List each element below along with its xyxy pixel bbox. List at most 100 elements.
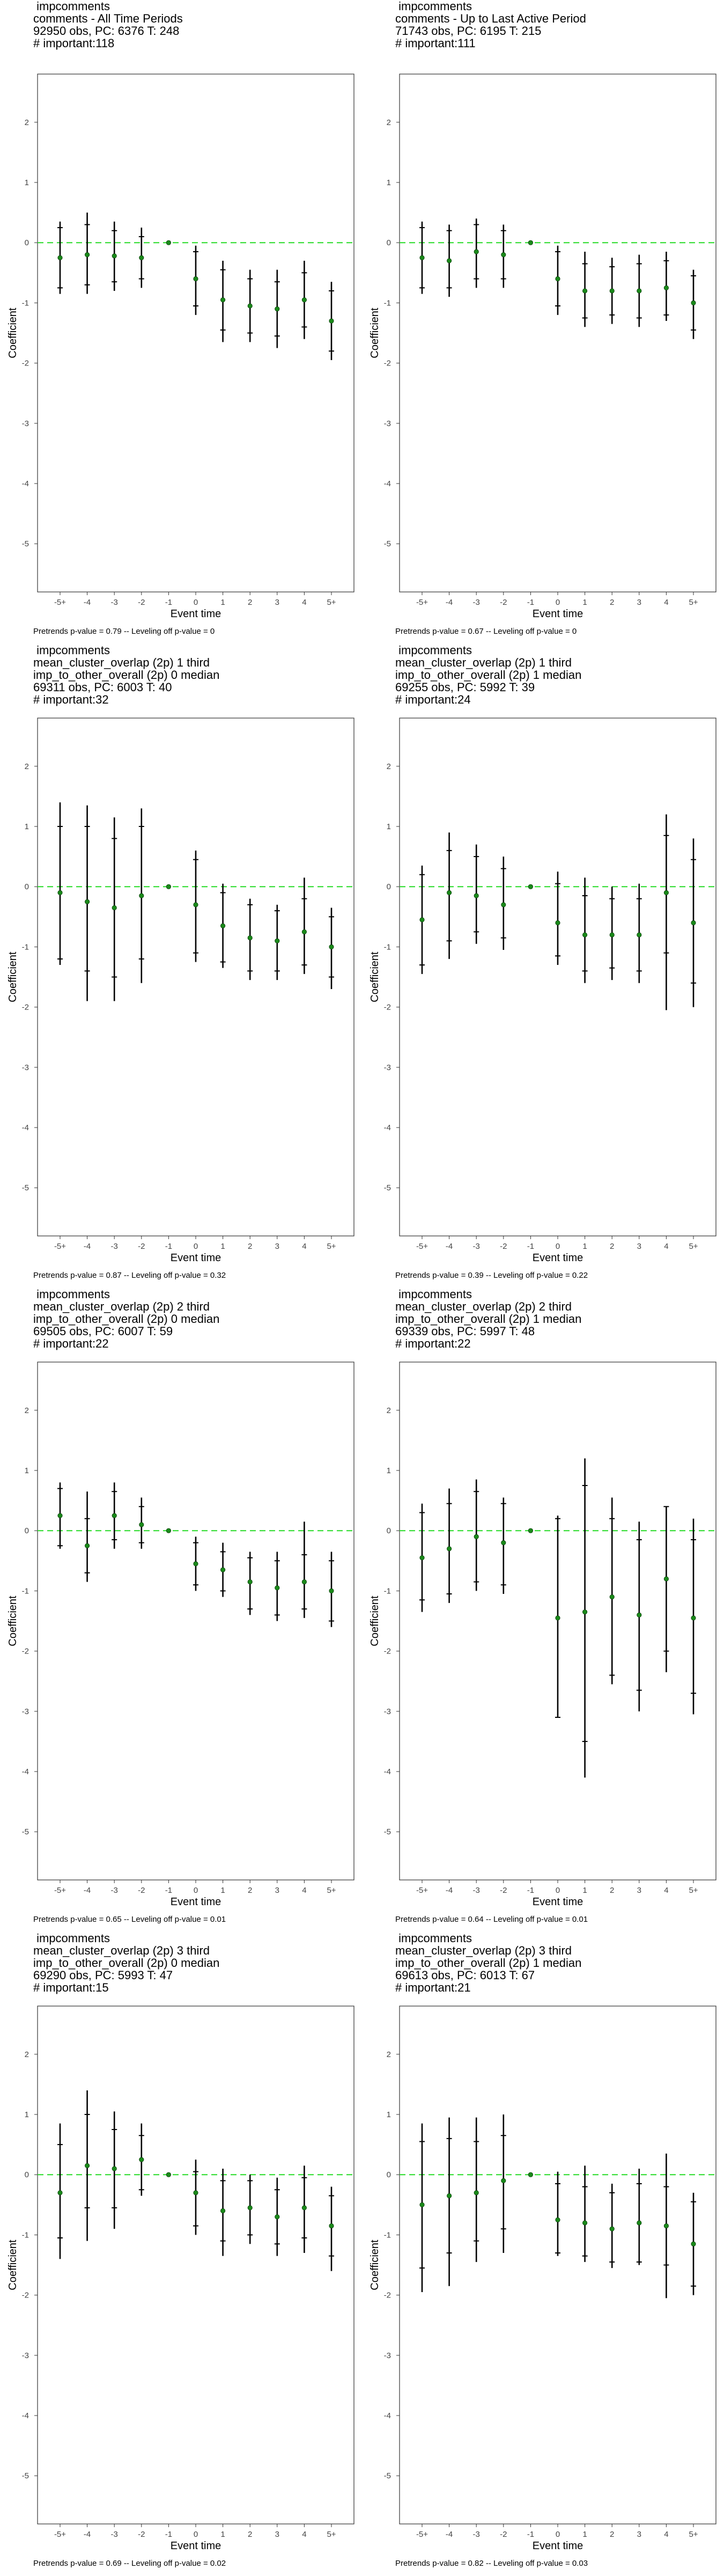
coefficient-point (247, 935, 253, 941)
coefficient-point (447, 2193, 452, 2199)
chart-plot-area: -5 -4 -3 -2 -1 0 1 2 -5+ -4 -3 -2 -1 0 1 2 3 4 5+ Event tim… (369, 718, 716, 1280)
x-tick-label: 5+ (327, 2530, 336, 2539)
x-tick-label: 3 (637, 1886, 641, 1895)
x-tick-label: -1 (165, 2530, 172, 2539)
x-axis-label: Event time (171, 1252, 221, 1264)
y-tick-label: -5 (22, 1827, 29, 1836)
plot-frame (37, 2006, 354, 2524)
coefficient-point (691, 2241, 696, 2246)
y-tick-label: -4 (22, 1123, 29, 1132)
y-tick-label: -3 (22, 1063, 29, 1072)
y-tick-label: -2 (384, 359, 391, 368)
x-tick-label: -4 (84, 2530, 91, 2539)
chart-plot-area: -5 -4 -3 -2 -1 0 1 2 -5+ -4 -3 -2 -1 0 1 2 3 4 5+ Event tim… (7, 74, 354, 636)
x-tick-label: -5+ (416, 1886, 428, 1895)
chart-title-line: impcomments (33, 1931, 110, 1945)
coefficient-point (193, 902, 198, 908)
chart-panel: impcomments mean_cluster_overlap (2p) 3 t… (362, 1932, 724, 2576)
coefficient-point (609, 1594, 615, 1600)
chart-title-line: 69290 obs, PC: 5993 T: 47 (33, 1968, 173, 1982)
coefficient-point (582, 2220, 588, 2226)
coefficient-point (637, 2220, 642, 2226)
y-tick-label: 1 (25, 822, 29, 831)
pvalue-footnote: Pretrends p-value = 0.82 -- Leveling off… (395, 2559, 588, 2568)
x-tick-label: -3 (111, 1886, 118, 1895)
y-tick-label: -1 (22, 298, 29, 308)
plot-frame (399, 2006, 716, 2524)
y-tick-label: -3 (22, 419, 29, 428)
coefficient-point (528, 1528, 533, 1533)
x-tick-label: -1 (527, 2530, 534, 2539)
x-tick-label: -2 (500, 598, 507, 607)
chart-title-line: 69339 obs, PC: 5997 T: 48 (395, 1324, 535, 1338)
x-tick-label: 1 (220, 2530, 225, 2539)
x-tick-label: -1 (527, 598, 534, 607)
y-axis-label: Coefficient (7, 952, 19, 1002)
x-tick-label: -2 (138, 598, 145, 607)
y-tick-label: 0 (387, 882, 391, 891)
coefficient-point (220, 1567, 226, 1572)
coefficient-point (528, 2172, 533, 2177)
y-tick-label: -4 (384, 1767, 391, 1776)
chart-title-line: imp_to_other_overall (2p) 0 median (33, 1312, 220, 1326)
y-tick-label: 0 (387, 2170, 391, 2179)
coefficient-point (501, 2178, 506, 2184)
coefficient-point (301, 929, 307, 934)
coefficient-point (501, 1540, 506, 1546)
y-tick-label: 2 (387, 118, 391, 127)
y-tick-label: 1 (387, 2110, 391, 2119)
chart-title: impcomments mean_cluster_overlap (2p) 3 t… (395, 1932, 581, 1994)
chart-title-line: imp_to_other_overall (2p) 1 median (395, 1312, 582, 1326)
x-tick-label: -4 (84, 1886, 91, 1895)
coefficient-point (301, 1579, 307, 1585)
x-tick-label: 5+ (327, 1242, 336, 1251)
chart-panel: impcomments mean_cluster_overlap (2p) 1 t… (362, 644, 724, 1288)
y-tick-label: -3 (22, 1707, 29, 1716)
x-tick-label: 2 (610, 598, 614, 607)
x-tick-label: 4 (664, 2530, 668, 2539)
y-tick-label: 0 (25, 1526, 29, 1535)
y-tick-label: 0 (25, 238, 29, 247)
x-tick-label: -3 (473, 1886, 480, 1895)
coefficient-point (501, 902, 506, 908)
coefficient-point (609, 288, 615, 294)
y-axis-label: Coefficient (7, 308, 19, 358)
chart-title-line: 69613 obs, PC: 6013 T: 67 (395, 1968, 535, 1982)
chart-title-line: imp_to_other_overall (2p) 1 median (395, 668, 582, 682)
coefficient-point (85, 1543, 90, 1548)
chart-title-line: impcomments (395, 0, 472, 13)
chart-title-line: 71743 obs, PC: 6195 T: 215 (395, 24, 542, 38)
x-tick-label: 5+ (327, 1886, 336, 1895)
y-tick-label: 1 (387, 178, 391, 187)
chart-title-line: imp_to_other_overall (2p) 1 median (395, 1956, 582, 1970)
coefficient-point (275, 306, 280, 312)
chart-title-line: 69505 obs, PC: 6007 T: 59 (33, 1324, 173, 1338)
y-tick-label: 2 (25, 2050, 29, 2059)
x-tick-label: 0 (556, 1242, 560, 1251)
x-tick-label: -1 (165, 1242, 172, 1251)
coefficient-point (474, 2190, 479, 2196)
coefficient-point (166, 240, 171, 245)
coefficient-point (447, 258, 452, 264)
coefficient-point (447, 890, 452, 896)
chart-title-line: impcomments (395, 1287, 472, 1301)
x-tick-label: 1 (582, 598, 587, 607)
x-tick-label: 0 (556, 1886, 560, 1895)
x-tick-label: 4 (302, 1242, 306, 1251)
x-tick-label: -4 (446, 598, 453, 607)
chart-panel: impcomments comments - Up to Last Active … (362, 0, 724, 644)
coefficient-point (329, 1588, 334, 1593)
y-tick-label: -5 (384, 539, 391, 548)
x-tick-label: 0 (194, 598, 198, 607)
y-tick-label: -2 (384, 1003, 391, 1012)
coefficient-point (555, 920, 560, 926)
x-tick-label: -2 (500, 1886, 507, 1895)
x-tick-label: 3 (275, 1242, 279, 1251)
coefficient-point (663, 285, 669, 290)
coefficient-point (555, 276, 560, 282)
coefficient-point (691, 1615, 696, 1621)
coefficient-point (582, 288, 588, 294)
coefficient-point (663, 1576, 669, 1582)
coefficient-point (691, 300, 696, 305)
coefficient-point (220, 297, 226, 303)
